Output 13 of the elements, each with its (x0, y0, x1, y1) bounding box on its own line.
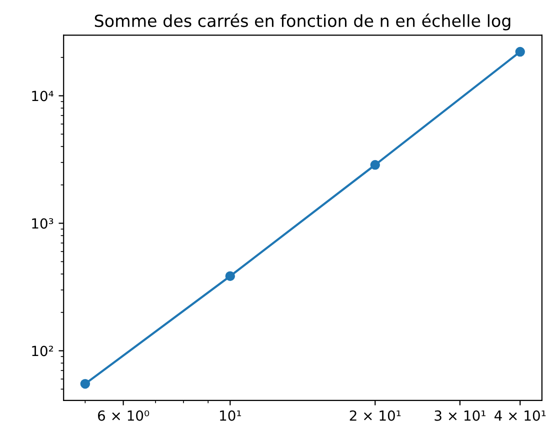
point (515, 46, 525, 57)
point (370, 160, 380, 170)
x-tick-label: 4 × 10¹ (494, 410, 546, 421)
y-tick-label: 10⁴ (32, 90, 54, 102)
x-tick-label: 3 × 10¹ (434, 410, 486, 421)
chart-title: Somme des carrés en fonction de n en échelle log (94, 14, 510, 30)
point (225, 271, 236, 281)
x-tick-label: 2 × 10¹ (350, 410, 401, 421)
y-tick-label: 10³ (32, 218, 54, 229)
x-tick-label: 10¹ (220, 410, 242, 421)
y-tick-label: 10² (32, 346, 53, 356)
x-tick-label: 6 × 10⁰ (98, 410, 150, 421)
point (80, 379, 90, 389)
